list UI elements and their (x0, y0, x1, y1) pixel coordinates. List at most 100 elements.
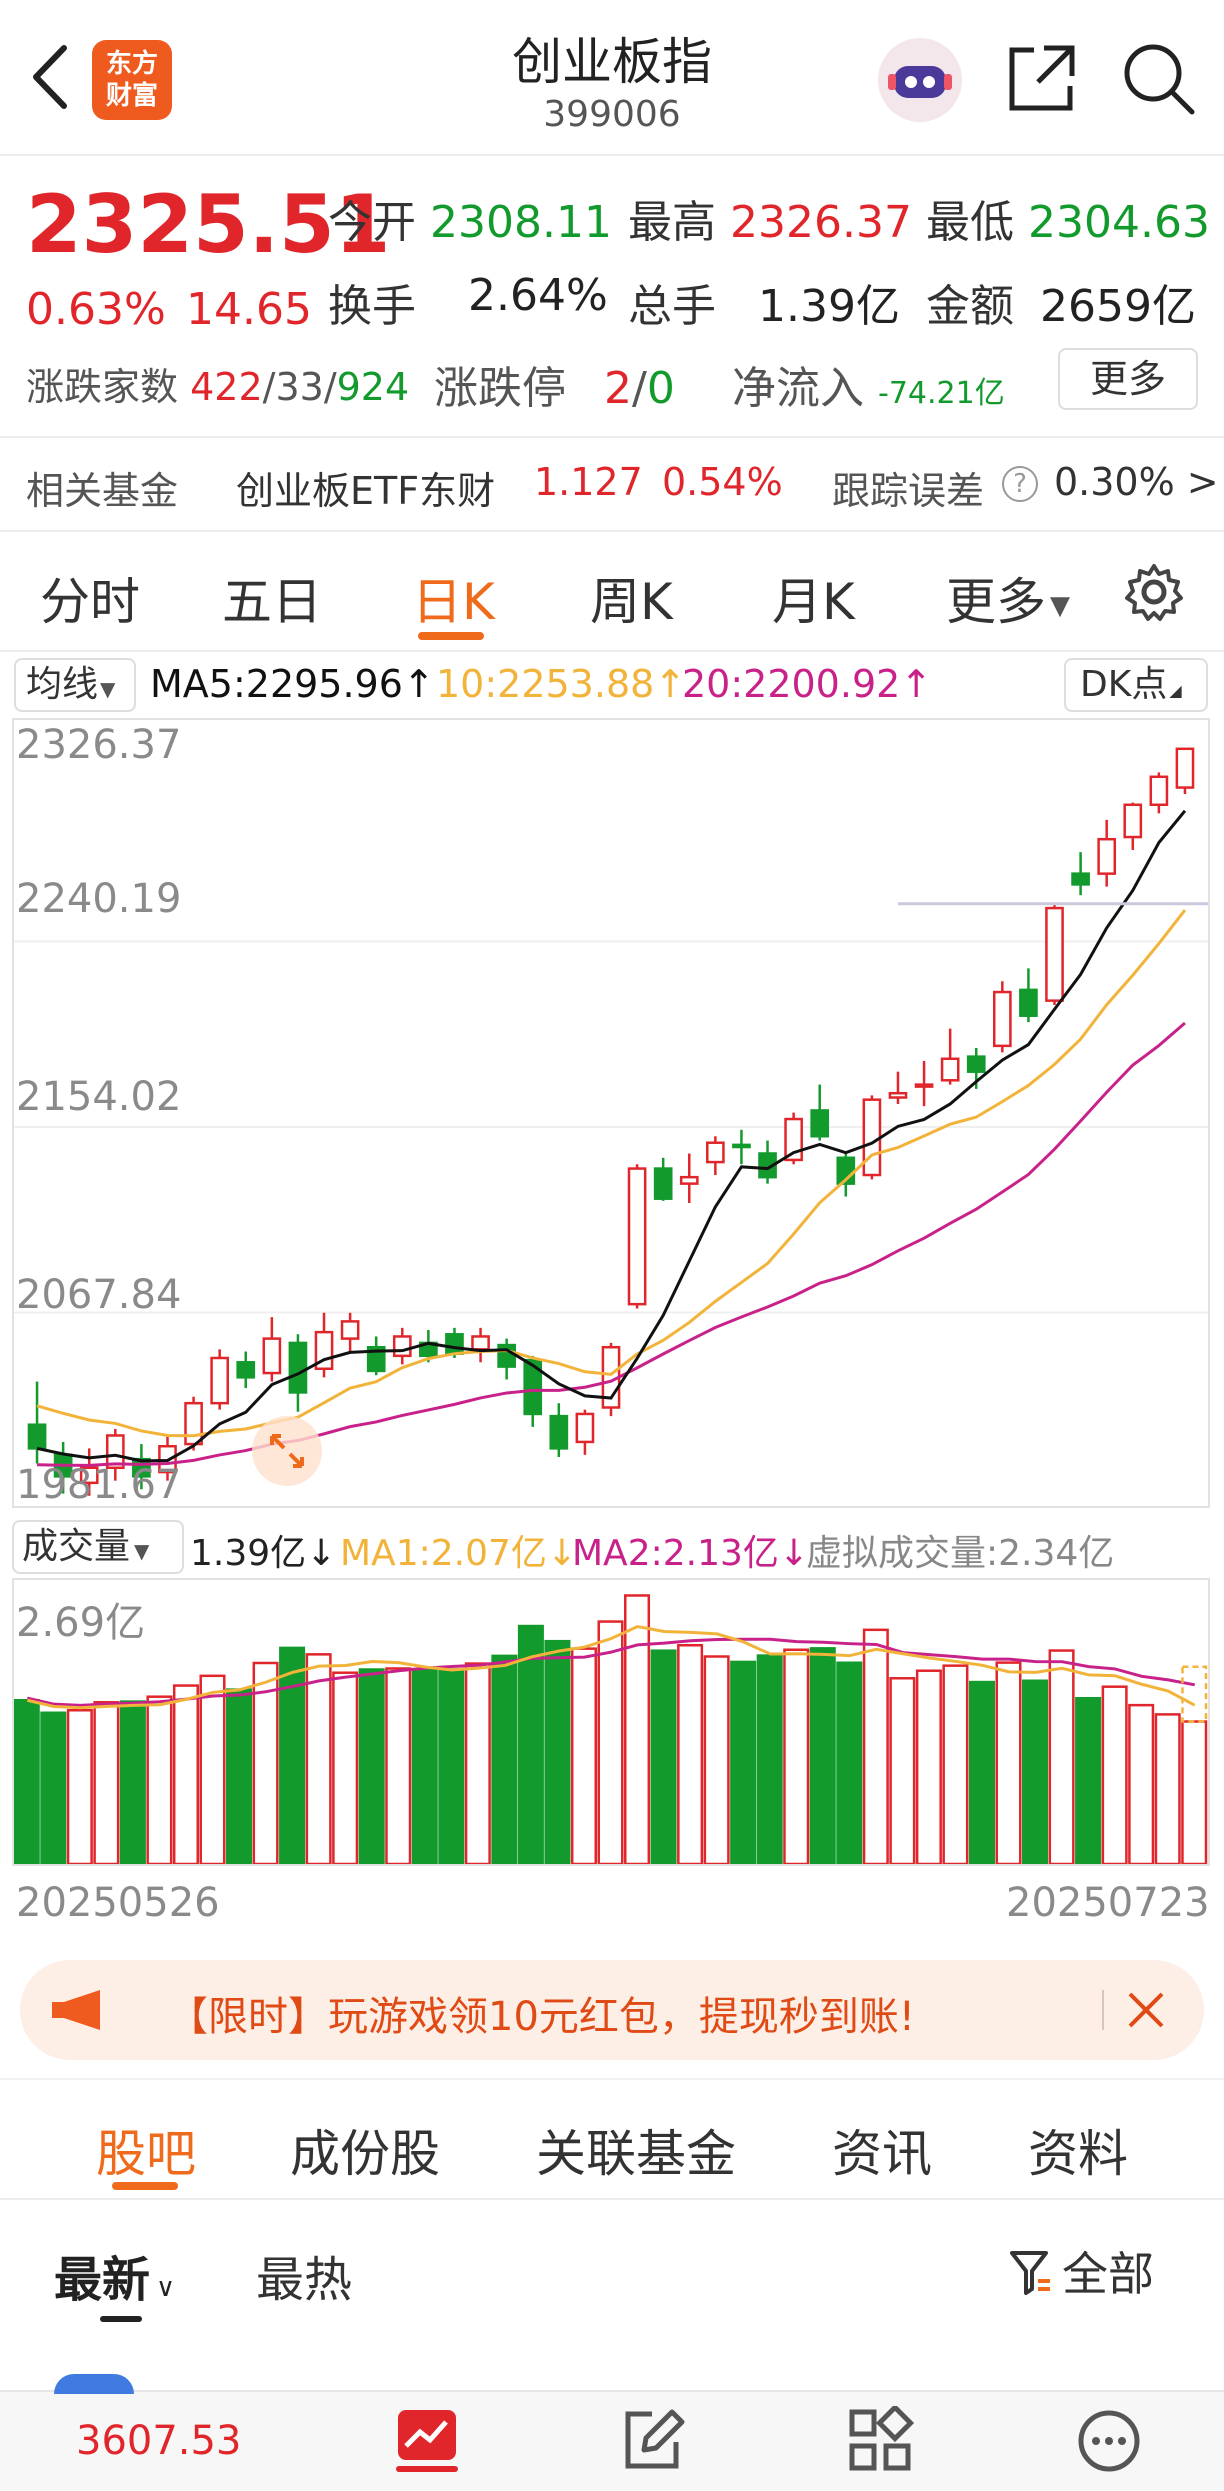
volume-bar (279, 1646, 306, 1866)
assistant-avatar[interactable] (878, 38, 962, 122)
candle-body (627, 1167, 647, 1306)
edit-icon[interactable] (618, 2406, 688, 2476)
sort-latest[interactable]: 最新 ∨ (54, 2240, 175, 2310)
ma-selector[interactable]: 均线 ▼ (14, 658, 136, 712)
ma5-text: MA5:2295.96↑ (150, 662, 435, 706)
limit-down: 0 (646, 363, 675, 414)
volume-bar (968, 1680, 995, 1866)
page-title: 创业板指 (512, 33, 712, 91)
tab-intraday[interactable]: 分时 (40, 573, 140, 631)
tracking-value[interactable]: 0.30% > (1054, 460, 1219, 504)
candle-body (966, 1055, 986, 1073)
filter-label: 全部 (1062, 2247, 1154, 2301)
caret-down-icon: ▼ (1050, 590, 1070, 621)
candle-body (575, 1412, 595, 1444)
candle-body (392, 1335, 412, 1358)
volume-bar (172, 1684, 199, 1866)
candle-body (549, 1414, 569, 1450)
app-logo: 东方 财富 (92, 40, 172, 120)
tab-daily-k[interactable]: 日K (412, 573, 495, 631)
candle-body (1019, 988, 1038, 1017)
low-label: 最低 (926, 197, 1014, 248)
tab-profile[interactable]: 资料 (1028, 2125, 1128, 2183)
tab-weekly-k[interactable]: 周K (590, 573, 673, 631)
post-avatar (54, 2374, 134, 2394)
caret-down-icon: ▼ (134, 1539, 150, 1563)
more-button[interactable]: 更多 (1058, 348, 1198, 410)
vol-ma2-line (26, 1637, 1196, 1707)
breadth-label: 涨跌家数 (26, 365, 179, 409)
back-icon[interactable] (26, 42, 76, 112)
volume-svg (13, 1594, 1208, 1866)
volume-bar (146, 1695, 173, 1866)
y-tick-4: 2067.84 (16, 1272, 182, 1318)
search-icon[interactable] (1120, 40, 1196, 116)
share-icon[interactable] (1004, 40, 1080, 116)
candle-body (992, 990, 1012, 1048)
expand-chart-icon[interactable] (252, 1416, 322, 1486)
volume-bar (915, 1669, 942, 1866)
tab-related-funds[interactable]: 关联基金 (536, 2125, 736, 2183)
volume-bar (570, 1647, 597, 1866)
chevron-down-icon: ∨ (156, 2273, 176, 2303)
volume-bar (624, 1594, 651, 1866)
fund-pct: 0.54% (662, 460, 783, 504)
volume-chart[interactable] (12, 1578, 1210, 1866)
filter-icon (1008, 2247, 1054, 2308)
volume-bar (305, 1653, 332, 1866)
ma10-line (36, 909, 1187, 1438)
virtual-volume-bar (1181, 1665, 1208, 1723)
high-row: 最高 2326.37 (628, 186, 912, 250)
breadth-up: 422 (190, 365, 263, 409)
kline-chart[interactable] (12, 718, 1210, 1508)
tab-more-label: 更多 (946, 573, 1046, 631)
settings-gear-icon[interactable] (1122, 560, 1186, 624)
candle-body (184, 1401, 203, 1446)
dk-point-button[interactable]: DK点 ◢ (1064, 658, 1208, 712)
volume-tick: 2.69亿 (16, 1600, 146, 1646)
help-icon[interactable]: ? (1002, 466, 1038, 502)
candle-body (1071, 872, 1090, 886)
promo-banner[interactable]: 【限时】玩游戏领10元红包，提现秒到账! (20, 1960, 1204, 2060)
candle-body (940, 1057, 960, 1082)
tab-guba[interactable]: 股吧 (96, 2125, 196, 2183)
tab-monthly-k[interactable]: 月K (772, 573, 855, 631)
vol-ma1-text: MA1:2.07亿↓ (340, 1533, 578, 1574)
volume-bar (597, 1620, 624, 1866)
volume-bar (756, 1654, 783, 1866)
y-tick-3: 2154.02 (16, 1074, 182, 1120)
tab-news[interactable]: 资讯 (832, 2125, 932, 2183)
stock-code: 399006 (543, 94, 681, 135)
y-tick-2: 2240.19 (16, 876, 182, 922)
candle-body (1123, 803, 1143, 839)
more-options-icon[interactable] (1074, 2406, 1144, 2476)
volume-label: 总手 (628, 281, 716, 332)
high-value: 2326.37 (730, 197, 912, 248)
volume-selector[interactable]: 成交量 ▼ (12, 1520, 184, 1574)
tab-constituents[interactable]: 成份股 (290, 2125, 440, 2183)
volume-bar (1048, 1649, 1075, 1866)
tab-five-day[interactable]: 五日 (222, 573, 322, 631)
candle-body (366, 1345, 386, 1373)
filter-button[interactable]: 全部 (1008, 2238, 1154, 2308)
trend-chart-icon[interactable] (392, 2406, 464, 2476)
volume-bar (13, 1698, 40, 1866)
corner-icon: ◢ (1169, 681, 1182, 700)
close-icon[interactable] (1122, 1986, 1170, 2034)
sort-hot[interactable]: 最热 (256, 2252, 353, 2308)
turnover-value: 2.64% (468, 270, 608, 321)
candle-body (471, 1335, 490, 1351)
footer-index-value[interactable]: 3607.53 (76, 2418, 242, 2464)
candle-body (340, 1320, 360, 1340)
volume-bar (703, 1655, 730, 1866)
volume-bar (1075, 1696, 1102, 1866)
volume-selector-label: 成交量 (22, 1526, 131, 1567)
candle-body (262, 1337, 282, 1375)
candle-body (497, 1343, 516, 1368)
apps-grid-icon[interactable] (846, 2403, 916, 2476)
open-value: 2308.11 (430, 197, 612, 248)
tab-more[interactable]: 更多 ▼ (946, 562, 1070, 634)
vol-ma2-text: MA2:2.13亿↓ (572, 1533, 810, 1574)
volume-bar (677, 1644, 704, 1866)
fund-name[interactable]: 创业板ETF东财 (236, 469, 496, 513)
